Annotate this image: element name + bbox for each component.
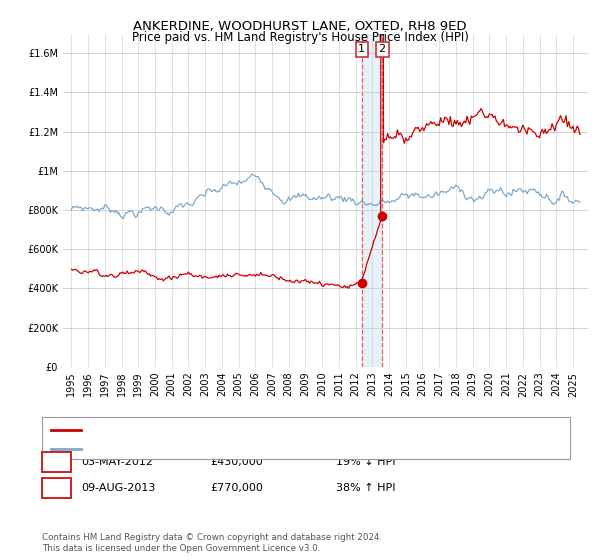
Text: HPI: Average price, detached house, Tandridge: HPI: Average price, detached house, Tand… [87, 444, 331, 454]
Text: 19% ↓ HPI: 19% ↓ HPI [336, 457, 395, 467]
Text: 1: 1 [358, 44, 365, 54]
Text: 38% ↑ HPI: 38% ↑ HPI [336, 483, 395, 493]
Text: 09-AUG-2013: 09-AUG-2013 [81, 483, 155, 493]
Text: £770,000: £770,000 [210, 483, 263, 493]
Text: ANKERDINE, WOODHURST LANE, OXTED, RH8 9ED (detached house): ANKERDINE, WOODHURST LANE, OXTED, RH8 9E… [87, 424, 444, 435]
Text: 2: 2 [379, 44, 386, 54]
Text: Price paid vs. HM Land Registry's House Price Index (HPI): Price paid vs. HM Land Registry's House … [131, 31, 469, 44]
Text: ANKERDINE, WOODHURST LANE, OXTED, RH8 9ED: ANKERDINE, WOODHURST LANE, OXTED, RH8 9E… [133, 20, 467, 32]
Text: 03-MAY-2012: 03-MAY-2012 [81, 457, 153, 467]
Text: £430,000: £430,000 [210, 457, 263, 467]
Text: Contains HM Land Registry data © Crown copyright and database right 2024.
This d: Contains HM Land Registry data © Crown c… [42, 533, 382, 553]
Text: 2: 2 [53, 482, 60, 495]
Text: 1: 1 [53, 455, 60, 469]
Bar [362, 34, 382, 367]
